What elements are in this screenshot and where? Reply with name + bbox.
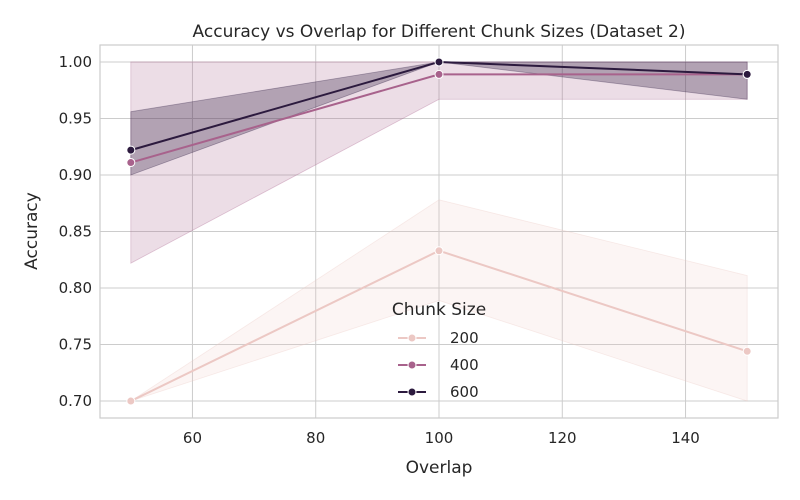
data-point-600 [742, 69, 752, 79]
legend-entries: 200 400 600 [398, 329, 479, 401]
x-tick-label: 60 [183, 429, 202, 447]
legend-marker-600 [407, 387, 417, 397]
legend-label-400: 400 [450, 356, 479, 374]
x-tick-label: 80 [306, 429, 325, 447]
x-tick-label: 140 [671, 429, 700, 447]
y-tick-label: 0.85 [59, 223, 92, 241]
x-tick-label: 120 [548, 429, 577, 447]
x-axis-label: Overlap [406, 458, 473, 478]
data-point-200 [742, 346, 752, 356]
confidence-band-200 [130, 199, 748, 402]
y-tick-label: 0.80 [59, 279, 92, 297]
y-tick-label: 0.90 [59, 166, 92, 184]
data-point-400 [434, 69, 444, 79]
grid [100, 45, 778, 418]
y-axis-label: Accuracy [22, 192, 42, 270]
x-ticks: 60 80 100 120 140 [183, 429, 700, 447]
confidence-bands [130, 61, 748, 402]
data-point-600 [434, 57, 444, 67]
plot-frame [99, 44, 779, 419]
data-point-200 [434, 246, 444, 256]
y-tick-label: 0.95 [59, 109, 92, 127]
x-tick-label: 100 [425, 429, 454, 447]
legend: Chunk Size 200 400 600 [392, 300, 486, 401]
y-tick-label: 0.70 [59, 392, 92, 410]
data-point-200 [126, 396, 136, 406]
data-point-400 [126, 158, 136, 168]
legend-title: Chunk Size [392, 300, 486, 320]
chart-title: Accuracy vs Overlap for Different Chunk … [193, 22, 686, 42]
legend-label-600: 600 [450, 383, 479, 401]
y-ticks: 0.70 0.75 0.80 0.85 0.90 0.95 1.00 [59, 53, 92, 410]
data-point-600 [126, 145, 136, 155]
y-tick-label: 0.75 [59, 336, 92, 354]
legend-label-200: 200 [450, 329, 479, 347]
plot-border [99, 44, 779, 419]
legend-marker-400 [407, 360, 417, 370]
series-points [126, 57, 752, 406]
legend-marker-200 [407, 333, 417, 343]
y-tick-label: 1.00 [59, 53, 92, 71]
